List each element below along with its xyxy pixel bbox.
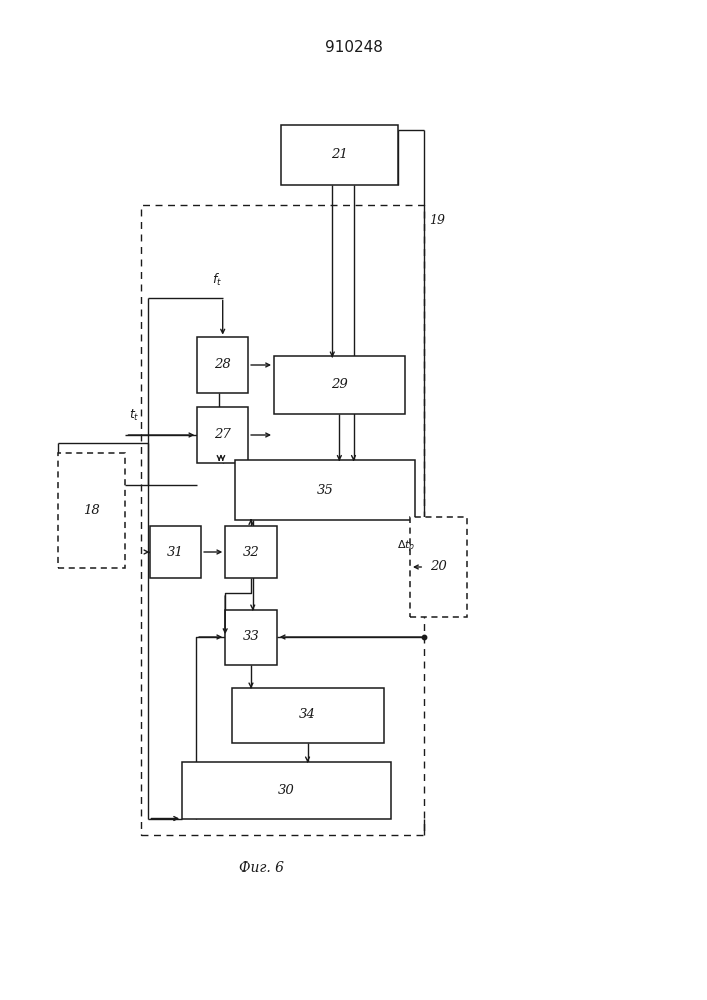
Bar (235, 460, 416, 520)
Text: 28: 28 (214, 359, 231, 371)
Bar (281, 125, 397, 185)
Text: 34: 34 (299, 708, 316, 722)
Bar (225, 526, 277, 578)
Bar (150, 526, 201, 578)
Text: 27: 27 (214, 428, 231, 442)
Bar (182, 762, 390, 818)
Bar (232, 688, 384, 742)
Text: 21: 21 (331, 148, 348, 161)
Bar (58, 452, 126, 568)
Text: 31: 31 (167, 546, 184, 558)
Bar (274, 357, 405, 414)
Text: 18: 18 (83, 504, 100, 516)
Text: 20: 20 (430, 560, 447, 574)
Bar (197, 408, 248, 462)
Text: 19: 19 (429, 214, 445, 227)
Text: $t_t$: $t_t$ (129, 408, 139, 423)
Text: $f_t$: $f_t$ (212, 271, 222, 288)
Text: Фиг. 6: Фиг. 6 (239, 861, 284, 875)
Bar (197, 338, 248, 392)
Text: 910248: 910248 (325, 40, 382, 55)
Text: 29: 29 (331, 378, 348, 391)
Text: 32: 32 (243, 546, 259, 558)
Bar (225, 610, 277, 665)
Text: 30: 30 (278, 784, 295, 796)
Bar (410, 517, 467, 617)
Text: 33: 33 (243, 631, 259, 644)
Text: 35: 35 (317, 484, 334, 496)
Text: $\Delta t_p$: $\Delta t_p$ (397, 539, 416, 555)
